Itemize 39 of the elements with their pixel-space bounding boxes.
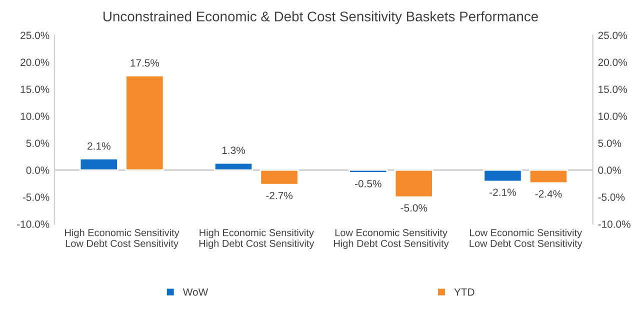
legend-label: YTD [454, 288, 474, 296]
chart-title: Unconstrained Economic & Debt Cost Sensitivity Baskets Performance [104, 11, 538, 24]
y2-tick-label: 5.0% [598, 140, 622, 147]
y-tick-label: 0.0% [26, 166, 50, 174]
y2-tick-label: 0.0% [598, 166, 622, 174]
y-tick-label: 10.0% [20, 112, 50, 120]
data-label: 2.1% [88, 142, 110, 150]
x-tick-label: High Economic Sensitivity High Debt Cost Sensitivity [199, 228, 314, 249]
data-label: -5.0% [400, 204, 428, 212]
y-tick-label: 25.0% [20, 32, 50, 40]
y2-tick-label: -5.0% [598, 194, 625, 201]
y-tick-label: 15.0% [20, 86, 50, 94]
x-tick-label: Low Economic Sensitivity Low Debt Cost Sensitivity [470, 228, 582, 249]
y-tick-label: -5.0% [22, 194, 50, 201]
bar [214, 162, 254, 171]
y2-tick-label: 10.0% [598, 112, 627, 120]
data-label: -2.1% [490, 188, 516, 196]
y-tick-label: 5.0% [26, 140, 50, 147]
x-tick-label: Low Economic Sensitivity High Debt Cost Sensitivity [334, 228, 449, 249]
y-tick-label: -10.0% [17, 220, 50, 228]
y-tick-label: 20.0% [20, 58, 50, 66]
legend-label: WoW [182, 288, 208, 296]
data-label: -0.5% [354, 180, 382, 188]
y2-tick-label: 15.0% [598, 86, 627, 94]
data-label: -2.7% [266, 192, 293, 200]
bar [125, 74, 164, 171]
bar [348, 169, 388, 174]
data-label: 17.5% [130, 59, 160, 67]
data-label: 1.3% [222, 146, 246, 154]
bar [394, 169, 434, 198]
y2-tick-label: 25.0% [598, 32, 627, 40]
bar [260, 169, 299, 186]
x-tick-label: High Economic Sensitivity Low Debt Cost Sensitivity [65, 228, 180, 249]
bar [528, 169, 568, 184]
y2-tick-label: -10.0% [598, 220, 630, 228]
y2-tick-label: 20.0% [598, 58, 627, 66]
data-label: -2.4% [535, 190, 562, 198]
bar [483, 169, 522, 182]
bar [79, 158, 118, 171]
